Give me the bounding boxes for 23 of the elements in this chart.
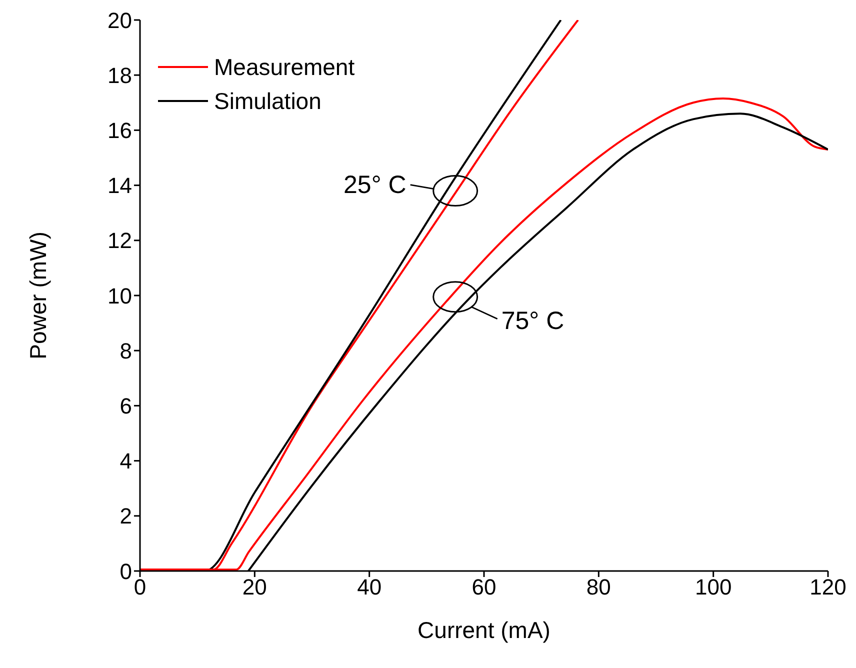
y-tick-label: 16 <box>108 118 132 144</box>
legend-label: Simulation <box>214 87 322 116</box>
x-tick-label: 20 <box>242 574 267 600</box>
y-tick-label: 6 <box>120 394 132 419</box>
y-tick-label: 2 <box>120 504 132 529</box>
x-tick-label: 80 <box>586 574 611 600</box>
x-axis-title: Current (mA) <box>418 617 550 643</box>
annotation: 25° C <box>344 170 406 199</box>
x-tick-label: 120 <box>810 574 846 600</box>
y-axis-title: Power (mW) <box>25 232 52 360</box>
legend-label: Measurement <box>214 53 355 82</box>
y-tick-label: 12 <box>108 228 132 254</box>
y-tick-label: 18 <box>108 62 132 88</box>
x-tick-label: 40 <box>357 574 382 600</box>
x-tick-label: 60 <box>472 574 496 600</box>
y-tick-label: 0 <box>120 558 132 584</box>
y-tick-label: 4 <box>120 448 132 474</box>
y-tick-label: 14 <box>108 173 132 198</box>
y-tick-label: 8 <box>120 338 132 364</box>
y-tick-label: 20 <box>108 8 132 33</box>
annotation: 75° C <box>501 306 564 335</box>
x-tick-label: 100 <box>694 574 732 600</box>
y-tick-label: 10 <box>108 283 132 308</box>
